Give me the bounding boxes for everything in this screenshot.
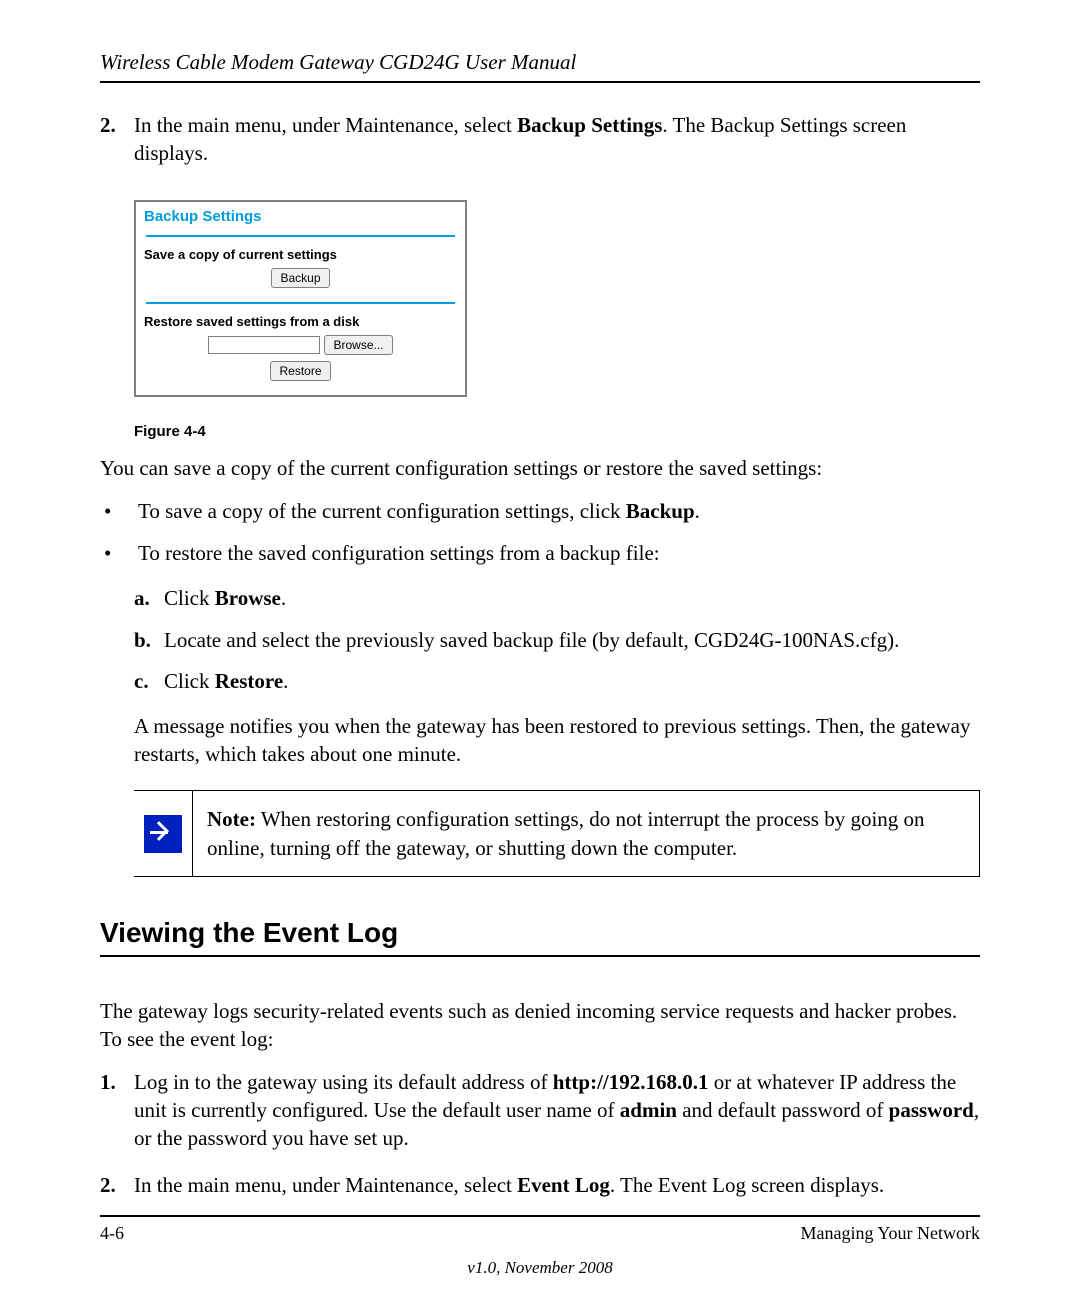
footer: 4-6 Managing Your Network v1.0, November… (100, 1215, 980, 1278)
bullet-item: • To save a copy of the current configur… (100, 496, 980, 528)
page-header: Wireless Cable Modem Gateway CGD24G User… (100, 50, 980, 83)
event-step-2: 2. In the main menu, under Maintenance, … (100, 1171, 980, 1199)
sub-step-text: Click Browse. (164, 583, 286, 615)
backup-settings-screenshot: Backup Settings Save a copy of current s… (134, 200, 467, 397)
restore-label: Restore saved settings from a disk (144, 314, 457, 329)
bullet-marker: • (100, 538, 138, 570)
bullet-marker: • (100, 496, 138, 528)
step-number: 2. (100, 111, 134, 168)
step-body: In the main menu, under Maintenance, sel… (134, 1171, 980, 1199)
screenshot-title: Backup Settings (136, 202, 465, 235)
figure-caption: Figure 4-4 (134, 423, 980, 440)
sub-ordered-list: a. Click Browse. b. Locate and select th… (134, 583, 980, 698)
sub-step-letter: c. (134, 666, 164, 698)
footer-section: Managing Your Network (801, 1223, 981, 1244)
event-step-1: 1. Log in to the gateway using its defau… (100, 1068, 980, 1153)
step-2: 2. In the main menu, under Maintenance, … (100, 111, 980, 168)
event-log-intro: The gateway logs security-related events… (100, 997, 980, 1054)
bullet-item: • To restore the saved configuration set… (100, 538, 980, 570)
step-number: 1. (100, 1068, 134, 1153)
save-label: Save a copy of current settings (144, 247, 457, 262)
note-text: Note: When restoring configuration setti… (193, 791, 979, 876)
note-box: Note: When restoring configuration setti… (134, 790, 980, 877)
intro-paragraph: You can save a copy of the current confi… (100, 454, 980, 482)
restore-section: Restore saved settings from a disk Brows… (136, 304, 465, 395)
browse-button[interactable]: Browse... (324, 335, 392, 355)
backup-button[interactable]: Backup (271, 268, 329, 288)
save-section: Save a copy of current settings Backup (136, 237, 465, 302)
bullet-text: To save a copy of the current configurat… (138, 496, 700, 528)
message-paragraph: A message notifies you when the gateway … (134, 712, 980, 769)
header-title: Wireless Cable Modem Gateway CGD24G User… (100, 50, 576, 74)
bullet-text: To restore the saved configuration setti… (138, 538, 660, 570)
step-body: In the main menu, under Maintenance, sel… (134, 111, 980, 168)
note-icon-cell (134, 791, 193, 876)
file-path-input[interactable] (208, 336, 320, 354)
bullet-list: • To save a copy of the current configur… (100, 496, 980, 569)
step-body: Log in to the gateway using its default … (134, 1068, 980, 1153)
step-number: 2. (100, 1171, 134, 1199)
sub-step-text: Locate and select the previously saved b… (164, 625, 899, 657)
sub-step-c: c. Click Restore. (134, 666, 980, 698)
footer-page-number: 4-6 (100, 1223, 124, 1244)
sub-step-letter: b. (134, 625, 164, 657)
section-heading: Viewing the Event Log (100, 917, 980, 957)
sub-step-text: Click Restore. (164, 666, 288, 698)
footer-version: v1.0, November 2008 (100, 1258, 980, 1278)
sub-step-b: b. Locate and select the previously save… (134, 625, 980, 657)
restore-button[interactable]: Restore (270, 361, 330, 381)
arrow-right-icon (144, 815, 182, 853)
sub-step-a: a. Click Browse. (134, 583, 980, 615)
sub-step-letter: a. (134, 583, 164, 615)
